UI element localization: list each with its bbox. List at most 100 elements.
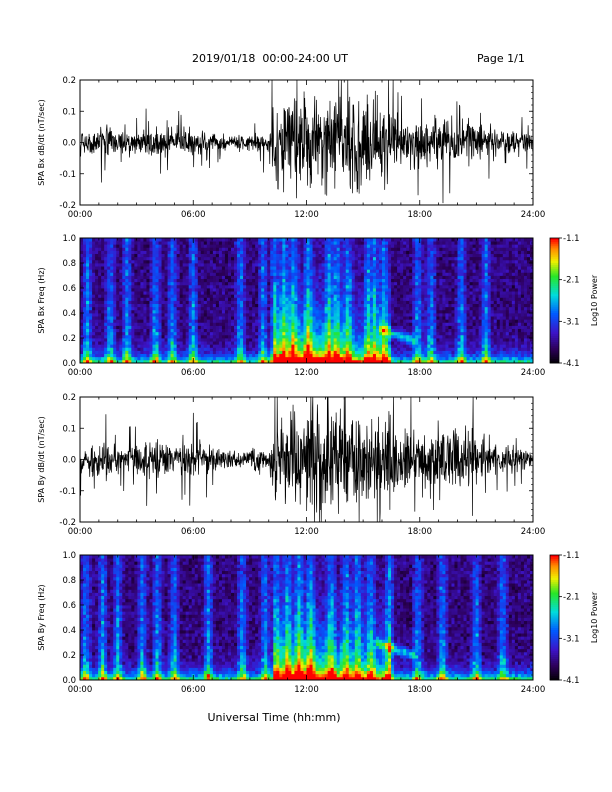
spectrogram-cell — [237, 338, 241, 342]
spectrogram-cell — [445, 241, 449, 245]
spectrogram-cell — [200, 325, 205, 330]
spectrogram-cell — [119, 253, 123, 258]
spectrogram-cell — [185, 309, 190, 314]
spectrogram-cell — [415, 300, 419, 305]
spectrogram-cell — [388, 350, 392, 355]
spectrogram-cell — [131, 241, 135, 245]
spectrogram-cell — [276, 306, 280, 311]
spectrogram-cell — [303, 331, 307, 336]
spectrogram-cell — [158, 241, 162, 245]
spectrogram-cell — [372, 263, 377, 267]
spectrogram-cell — [122, 322, 126, 326]
spectrogram-cell — [397, 338, 401, 342]
spectrogram-cell — [258, 356, 262, 361]
spectrogram-cell — [297, 253, 301, 258]
spectrogram-cell — [348, 325, 353, 330]
spectrogram-cell — [351, 297, 356, 301]
spectrogram-cell — [176, 253, 181, 258]
spectrogram-cell — [397, 334, 401, 339]
spectrogram-cell — [406, 284, 410, 289]
spectrogram-cell — [116, 281, 120, 286]
spectrogram-cell — [291, 331, 295, 336]
spectrogram-cell — [122, 256, 126, 261]
spectrogram-cell — [92, 303, 96, 308]
spectrogram-cell — [125, 306, 129, 311]
spectrogram-cell — [333, 263, 338, 267]
spectrogram-cell — [324, 288, 329, 292]
spectrogram-cell — [300, 338, 304, 342]
spectrogram-cell — [134, 288, 138, 292]
spectrogram-cell — [378, 250, 383, 255]
spectrogram-cell — [95, 322, 99, 326]
spectrogram-cell — [279, 294, 283, 298]
spectrogram-cell — [433, 247, 437, 251]
spectrogram-cell — [382, 344, 386, 348]
spectrogram-cell — [152, 275, 156, 280]
spectrogram-cell — [125, 353, 129, 358]
spectrogram-cell — [122, 316, 126, 320]
spectrogram-cell — [288, 341, 292, 345]
spectrogram-cell — [234, 241, 238, 245]
spectrogram-cell — [122, 266, 126, 270]
spectrogram-cell — [161, 253, 165, 258]
spectrogram-cell — [110, 309, 114, 314]
spectrogram-cell — [191, 288, 196, 292]
spectrogram-cell — [89, 331, 93, 336]
spectrogram-cell — [394, 303, 398, 308]
spectrogram-cell — [315, 309, 319, 314]
spectrogram-cell — [382, 281, 386, 286]
spectrogram-cell — [378, 350, 383, 355]
spectrogram-cell — [255, 319, 259, 323]
spectrogram-cell — [288, 294, 292, 298]
spectrogram-cell — [400, 309, 404, 314]
spectrogram-cell — [185, 347, 190, 351]
spectrogram-cell — [345, 244, 350, 248]
spectrogram-cell — [279, 272, 283, 276]
spectrogram-cell — [394, 256, 398, 261]
spectrogram-cell — [351, 241, 356, 245]
spectrogram-cell — [161, 244, 165, 248]
spectrogram-cell — [312, 294, 316, 298]
spectrogram-cell — [258, 353, 262, 358]
spectrogram-cell — [164, 297, 168, 301]
spectrogram-cell — [430, 334, 434, 339]
spectrogram-cell — [218, 253, 223, 258]
spectrogram-cell — [134, 247, 138, 251]
spectrogram-cell — [433, 253, 437, 258]
spectrogram-cell — [143, 272, 147, 276]
spectrogram-cell — [107, 291, 111, 295]
spectrogram-cell — [433, 347, 437, 351]
spectrogram-cell — [394, 328, 398, 333]
spectrogram-cell — [185, 294, 190, 298]
spectrogram-cell — [433, 297, 437, 301]
spectrogram-cell — [143, 284, 147, 289]
spectrogram-cell — [442, 319, 446, 323]
spectrogram-cell — [255, 241, 259, 245]
spectrogram-cell — [294, 341, 298, 345]
spectrogram-cell — [433, 300, 437, 305]
spectrogram-cell — [146, 250, 150, 255]
spectrogram-cell — [309, 294, 313, 298]
spectrogram-cell — [439, 338, 443, 342]
spectrogram-cell — [282, 359, 286, 364]
spectrogram-cell — [297, 350, 301, 355]
spectrogram-cell — [182, 247, 187, 251]
spectrogram-cell — [161, 259, 165, 264]
spectrogram-cell — [285, 313, 289, 317]
spectrogram-cell — [231, 281, 235, 286]
spectrogram-cell — [224, 250, 229, 255]
spectrogram-cell — [134, 313, 138, 317]
spectrogram-cell — [116, 284, 120, 289]
spectrogram-cell — [415, 291, 419, 295]
spectrogram-cell — [297, 347, 301, 351]
spectrogram-cell — [227, 284, 232, 289]
spectrogram-cell — [116, 256, 120, 261]
spectrogram-cell — [89, 359, 93, 364]
spectrogram-cell — [421, 294, 425, 298]
spectrogram-cell — [264, 344, 268, 348]
spectrogram-cell — [385, 313, 389, 317]
spectrogram-cell — [227, 269, 232, 273]
spectrogram-cell — [104, 238, 108, 242]
spectrogram-cell — [83, 344, 87, 348]
spectrogram-cell — [282, 350, 286, 355]
